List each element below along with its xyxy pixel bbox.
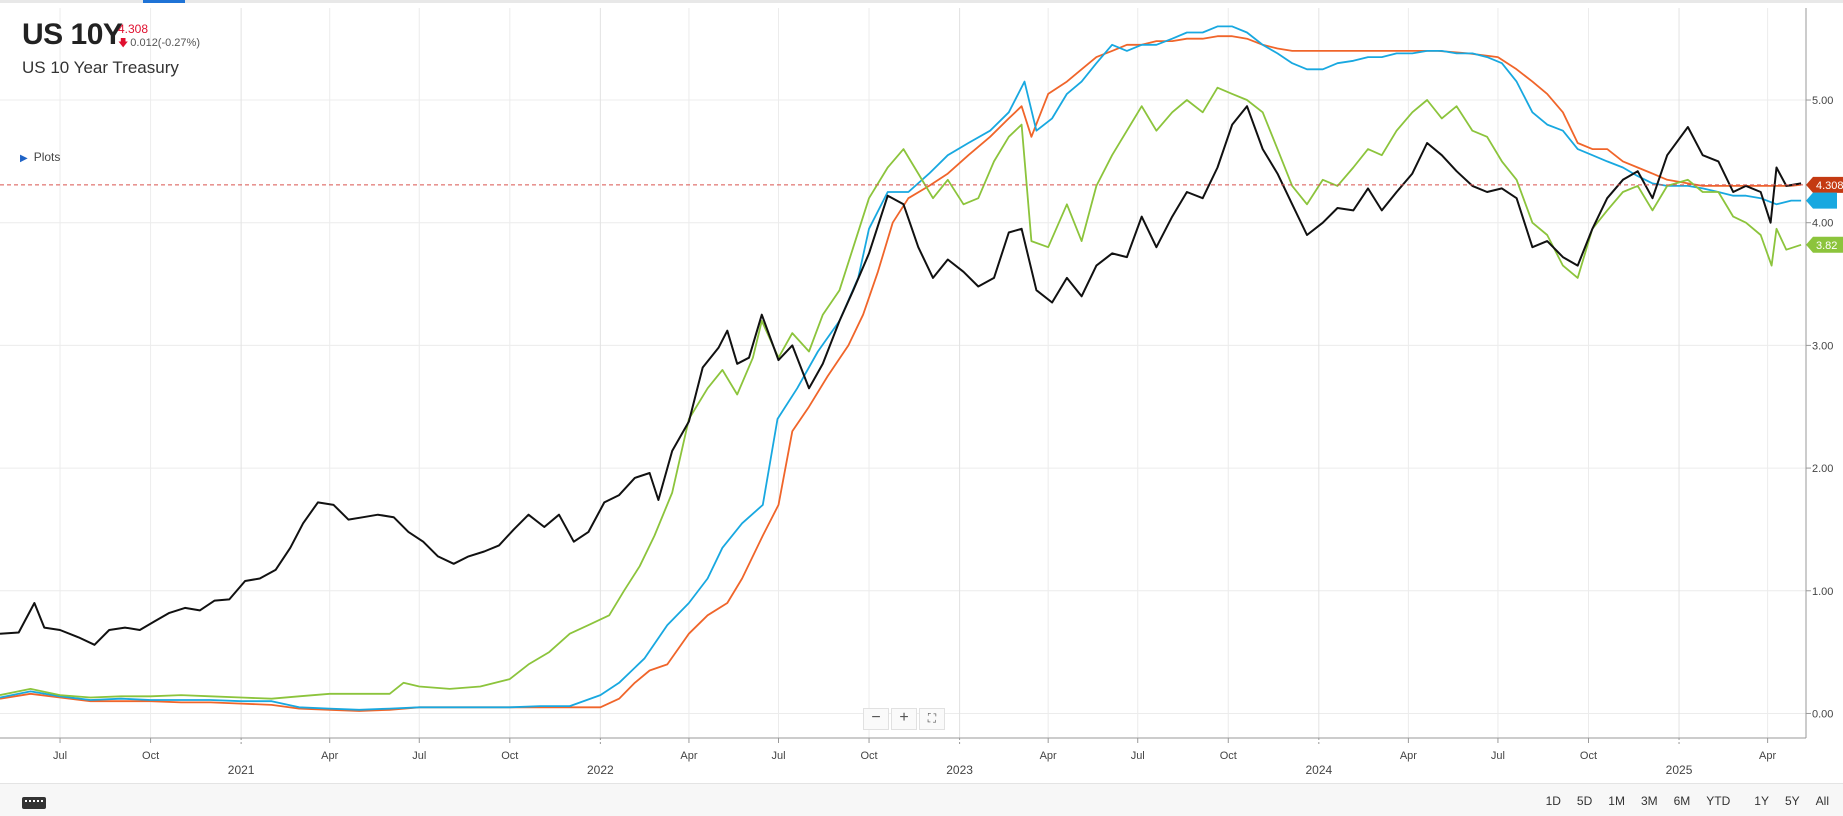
y-tick-label: 2.00 [1812, 463, 1833, 475]
x-tick-label: Oct [860, 750, 877, 762]
x-tick-label: Apr [1040, 750, 1057, 762]
instrument-name: US 10 Year Treasury [22, 58, 179, 77]
change-value: 0.012(-0.27%) [130, 37, 200, 49]
fullscreen-button[interactable]: ⛶ [919, 708, 945, 730]
y-tick-label: 4.00 [1812, 218, 1833, 230]
y-tick-label: 3.00 [1812, 340, 1833, 352]
x-tick-label: Oct [142, 750, 159, 762]
year-label: 2024 [1305, 763, 1332, 777]
zoom-in-button[interactable]: + [891, 708, 917, 730]
x-tick-label: Oct [501, 750, 518, 762]
x-tick-label: Apr [1759, 750, 1776, 762]
last-price: 4.308 [118, 22, 149, 36]
yield-chart[interactable]: Jul Oct Apr Jul Oct Apr Jul Oct Apr Jul Oct Apr Jul O… [0, 0, 1843, 783]
zoom-controls: − + ⛶ [863, 708, 945, 730]
year-label: 2023 [946, 763, 973, 777]
expand-icon: ⛶ [927, 711, 937, 725]
y-tick-label: 5.00 [1812, 95, 1833, 107]
triangle-right-icon: ▶ [20, 153, 28, 164]
range-button-5d[interactable]: 5D [1576, 794, 1593, 808]
tag-shape [1806, 176, 1843, 193]
x-tick-label: Apr [321, 750, 338, 762]
range-button-1d[interactable]: 1D [1545, 794, 1561, 808]
x-tick-label: Jul [53, 750, 67, 762]
tag-shape [1806, 192, 1837, 209]
range-button-ytd[interactable]: YTD [1706, 794, 1731, 808]
y-axis: 0.00 1.00 2.00 3.00 4.00 5.00 [1805, 8, 1833, 738]
last-value-tag-tag_red: 4.308 [1806, 176, 1843, 193]
range-button-3m[interactable]: 3M [1640, 794, 1658, 808]
series-line-black [0, 105, 1802, 646]
plots-toggle[interactable]: ▶ Plots [20, 150, 60, 164]
year-label: 2022 [587, 763, 614, 777]
last-value-tag-tag_green: 3.82 [1806, 236, 1843, 253]
keyboard-icon[interactable] [22, 797, 46, 809]
x-tick-label: Apr [1400, 750, 1417, 762]
zoom-out-button[interactable]: − [863, 708, 889, 730]
symbol-title: US 10Y [22, 18, 123, 51]
x-tick-label: Oct [1580, 750, 1597, 762]
tag-shape [1806, 236, 1843, 253]
y-tick-label: 1.00 [1812, 586, 1833, 598]
range-button-all[interactable]: All [1815, 794, 1829, 808]
chart-grid [0, 8, 1806, 738]
x-tick-label: Jul [412, 750, 426, 762]
x-tick-label: Apr [680, 750, 697, 762]
series-line-green [0, 86, 1802, 700]
range-button-1y[interactable]: 1Y [1754, 794, 1769, 808]
range-button-6m[interactable]: 6M [1673, 794, 1691, 808]
last-value-tags: 4.308 3.82 [1806, 176, 1843, 253]
x-tick-label: Jul [1131, 750, 1145, 762]
price-change: 🡇 0.012(-0.27%) [118, 36, 200, 53]
arrow-down-icon: 🡇 [118, 38, 129, 49]
year-label: 2025 [1666, 763, 1693, 777]
range-buttons: 1D 5D 1M 3M 6M YTD 1Y 5Y All [1538, 794, 1837, 808]
range-button-1m[interactable]: 1M [1608, 794, 1625, 808]
range-button-5y[interactable]: 5Y [1784, 794, 1800, 808]
x-tick-label: Jul [771, 750, 785, 762]
year-label: 2021 [228, 763, 255, 777]
last-value-tag-tag_blue [1806, 192, 1837, 209]
active-tab-indicator[interactable] [143, 0, 185, 3]
x-tick-label: Jul [1491, 750, 1505, 762]
tag-label: 4.308 [1816, 180, 1843, 192]
x-tick-label: Oct [1220, 750, 1237, 762]
series-line-orange [0, 35, 1802, 712]
x-axis: Jul Oct Apr Jul Oct Apr Jul Oct Apr Jul Oct Apr Jul O… [0, 737, 1806, 777]
top-bar [0, 0, 1843, 3]
plots-label: Plots [33, 150, 61, 164]
series-line-blue [0, 25, 1802, 711]
y-tick-label: 0.00 [1812, 708, 1833, 720]
range-footer: 1D 5D 1M 3M 6M YTD 1Y 5Y All [0, 783, 1843, 816]
tag-label: 3.82 [1816, 240, 1837, 252]
series-lines [0, 25, 1802, 712]
